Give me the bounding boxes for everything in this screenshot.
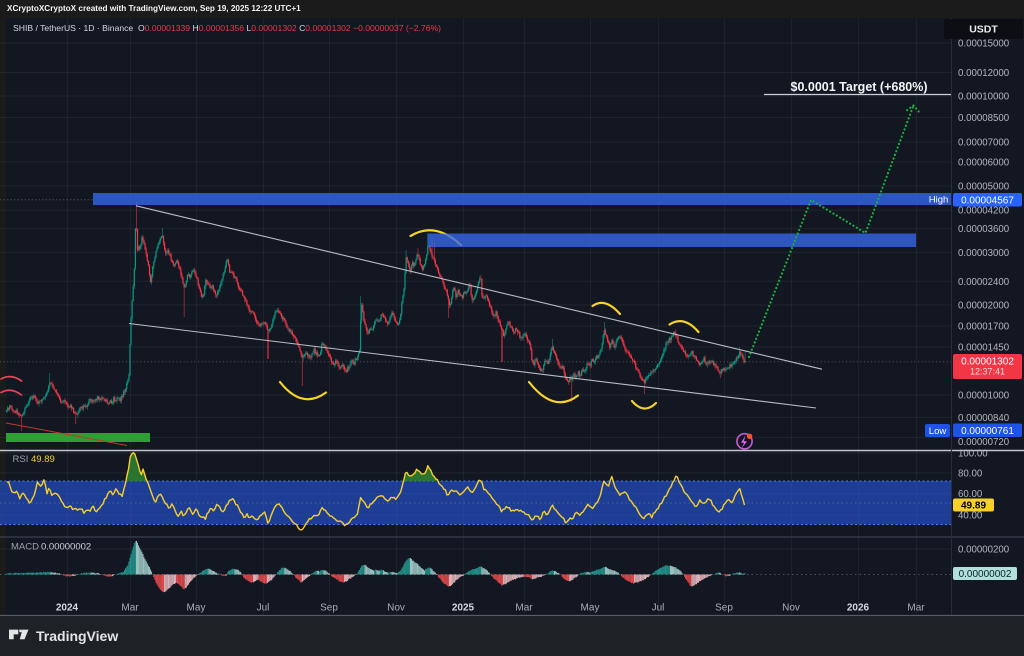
svg-text:Sep: Sep: [320, 603, 338, 614]
svg-text:2026: 2026: [847, 603, 870, 614]
svg-text:0.00007000: 0.00007000: [958, 138, 1010, 149]
svg-text:0.00001450: 0.00001450: [958, 343, 1010, 354]
svg-text:2025: 2025: [452, 603, 475, 614]
svg-text:0.00012000: 0.00012000: [958, 68, 1010, 79]
svg-text:Nov: Nov: [782, 603, 800, 614]
svg-text:MACD: MACD: [11, 542, 39, 553]
svg-text:0.00001700: 0.00001700: [958, 322, 1010, 333]
svg-text:0.00002400: 0.00002400: [958, 277, 1010, 288]
svg-text:High: High: [929, 195, 949, 206]
svg-text:0.00006000: 0.00006000: [958, 158, 1010, 169]
svg-text:0.00000840: 0.00000840: [958, 413, 1010, 424]
svg-text:0.00000002: 0.00000002: [959, 569, 1012, 580]
svg-text:0.00004200: 0.00004200: [958, 206, 1010, 217]
svg-text:0.00008500: 0.00008500: [958, 113, 1010, 124]
svg-text:80.00: 80.00: [958, 469, 983, 480]
svg-text:$0.0001 Target (+680%): $0.0001 Target (+680%): [791, 80, 928, 94]
svg-text:0.00003600: 0.00003600: [958, 224, 1010, 235]
svg-text:40.00: 40.00: [958, 511, 983, 522]
svg-text:49.89: 49.89: [31, 454, 55, 465]
svg-text:2024: 2024: [56, 603, 79, 614]
svg-text:0.00001000: 0.00001000: [958, 391, 1010, 402]
svg-text:May: May: [187, 603, 206, 614]
svg-text:12:37:41: 12:37:41: [970, 367, 1005, 377]
svg-text:0.00005000: 0.00005000: [958, 182, 1010, 193]
svg-text:Low: Low: [929, 426, 947, 437]
svg-text:Nov: Nov: [387, 603, 405, 614]
svg-text:0.00003000: 0.00003000: [958, 248, 1010, 259]
svg-text:0.00000720: 0.00000720: [958, 437, 1010, 448]
svg-text:0.00002000: 0.00002000: [958, 301, 1010, 312]
svg-text:100.00: 100.00: [958, 449, 988, 460]
svg-text:49.89: 49.89: [961, 501, 986, 512]
svg-text:0.00010000: 0.00010000: [958, 92, 1010, 103]
svg-text:May: May: [581, 603, 600, 614]
svg-text:Jul: Jul: [257, 603, 270, 614]
svg-text:0.00000761: 0.00000761: [961, 426, 1014, 437]
svg-text:60.00: 60.00: [958, 489, 983, 500]
svg-text:USDT: USDT: [969, 24, 998, 36]
svg-text:Mar: Mar: [907, 603, 925, 614]
svg-text:0.00004567: 0.00004567: [961, 195, 1014, 206]
svg-text:0.00015000: 0.00015000: [958, 39, 1010, 50]
svg-text:Sep: Sep: [715, 603, 733, 614]
svg-text:Jul: Jul: [652, 603, 665, 614]
svg-text:Mar: Mar: [515, 603, 533, 614]
svg-text:TradingView: TradingView: [36, 628, 118, 644]
svg-text:0.00000200: 0.00000200: [958, 545, 1010, 556]
svg-text:Mar: Mar: [121, 603, 139, 614]
svg-text:0.00000002: 0.00000002: [41, 542, 91, 553]
svg-text:RSI: RSI: [13, 454, 29, 465]
svg-text:0.00001302: 0.00001302: [961, 357, 1014, 368]
